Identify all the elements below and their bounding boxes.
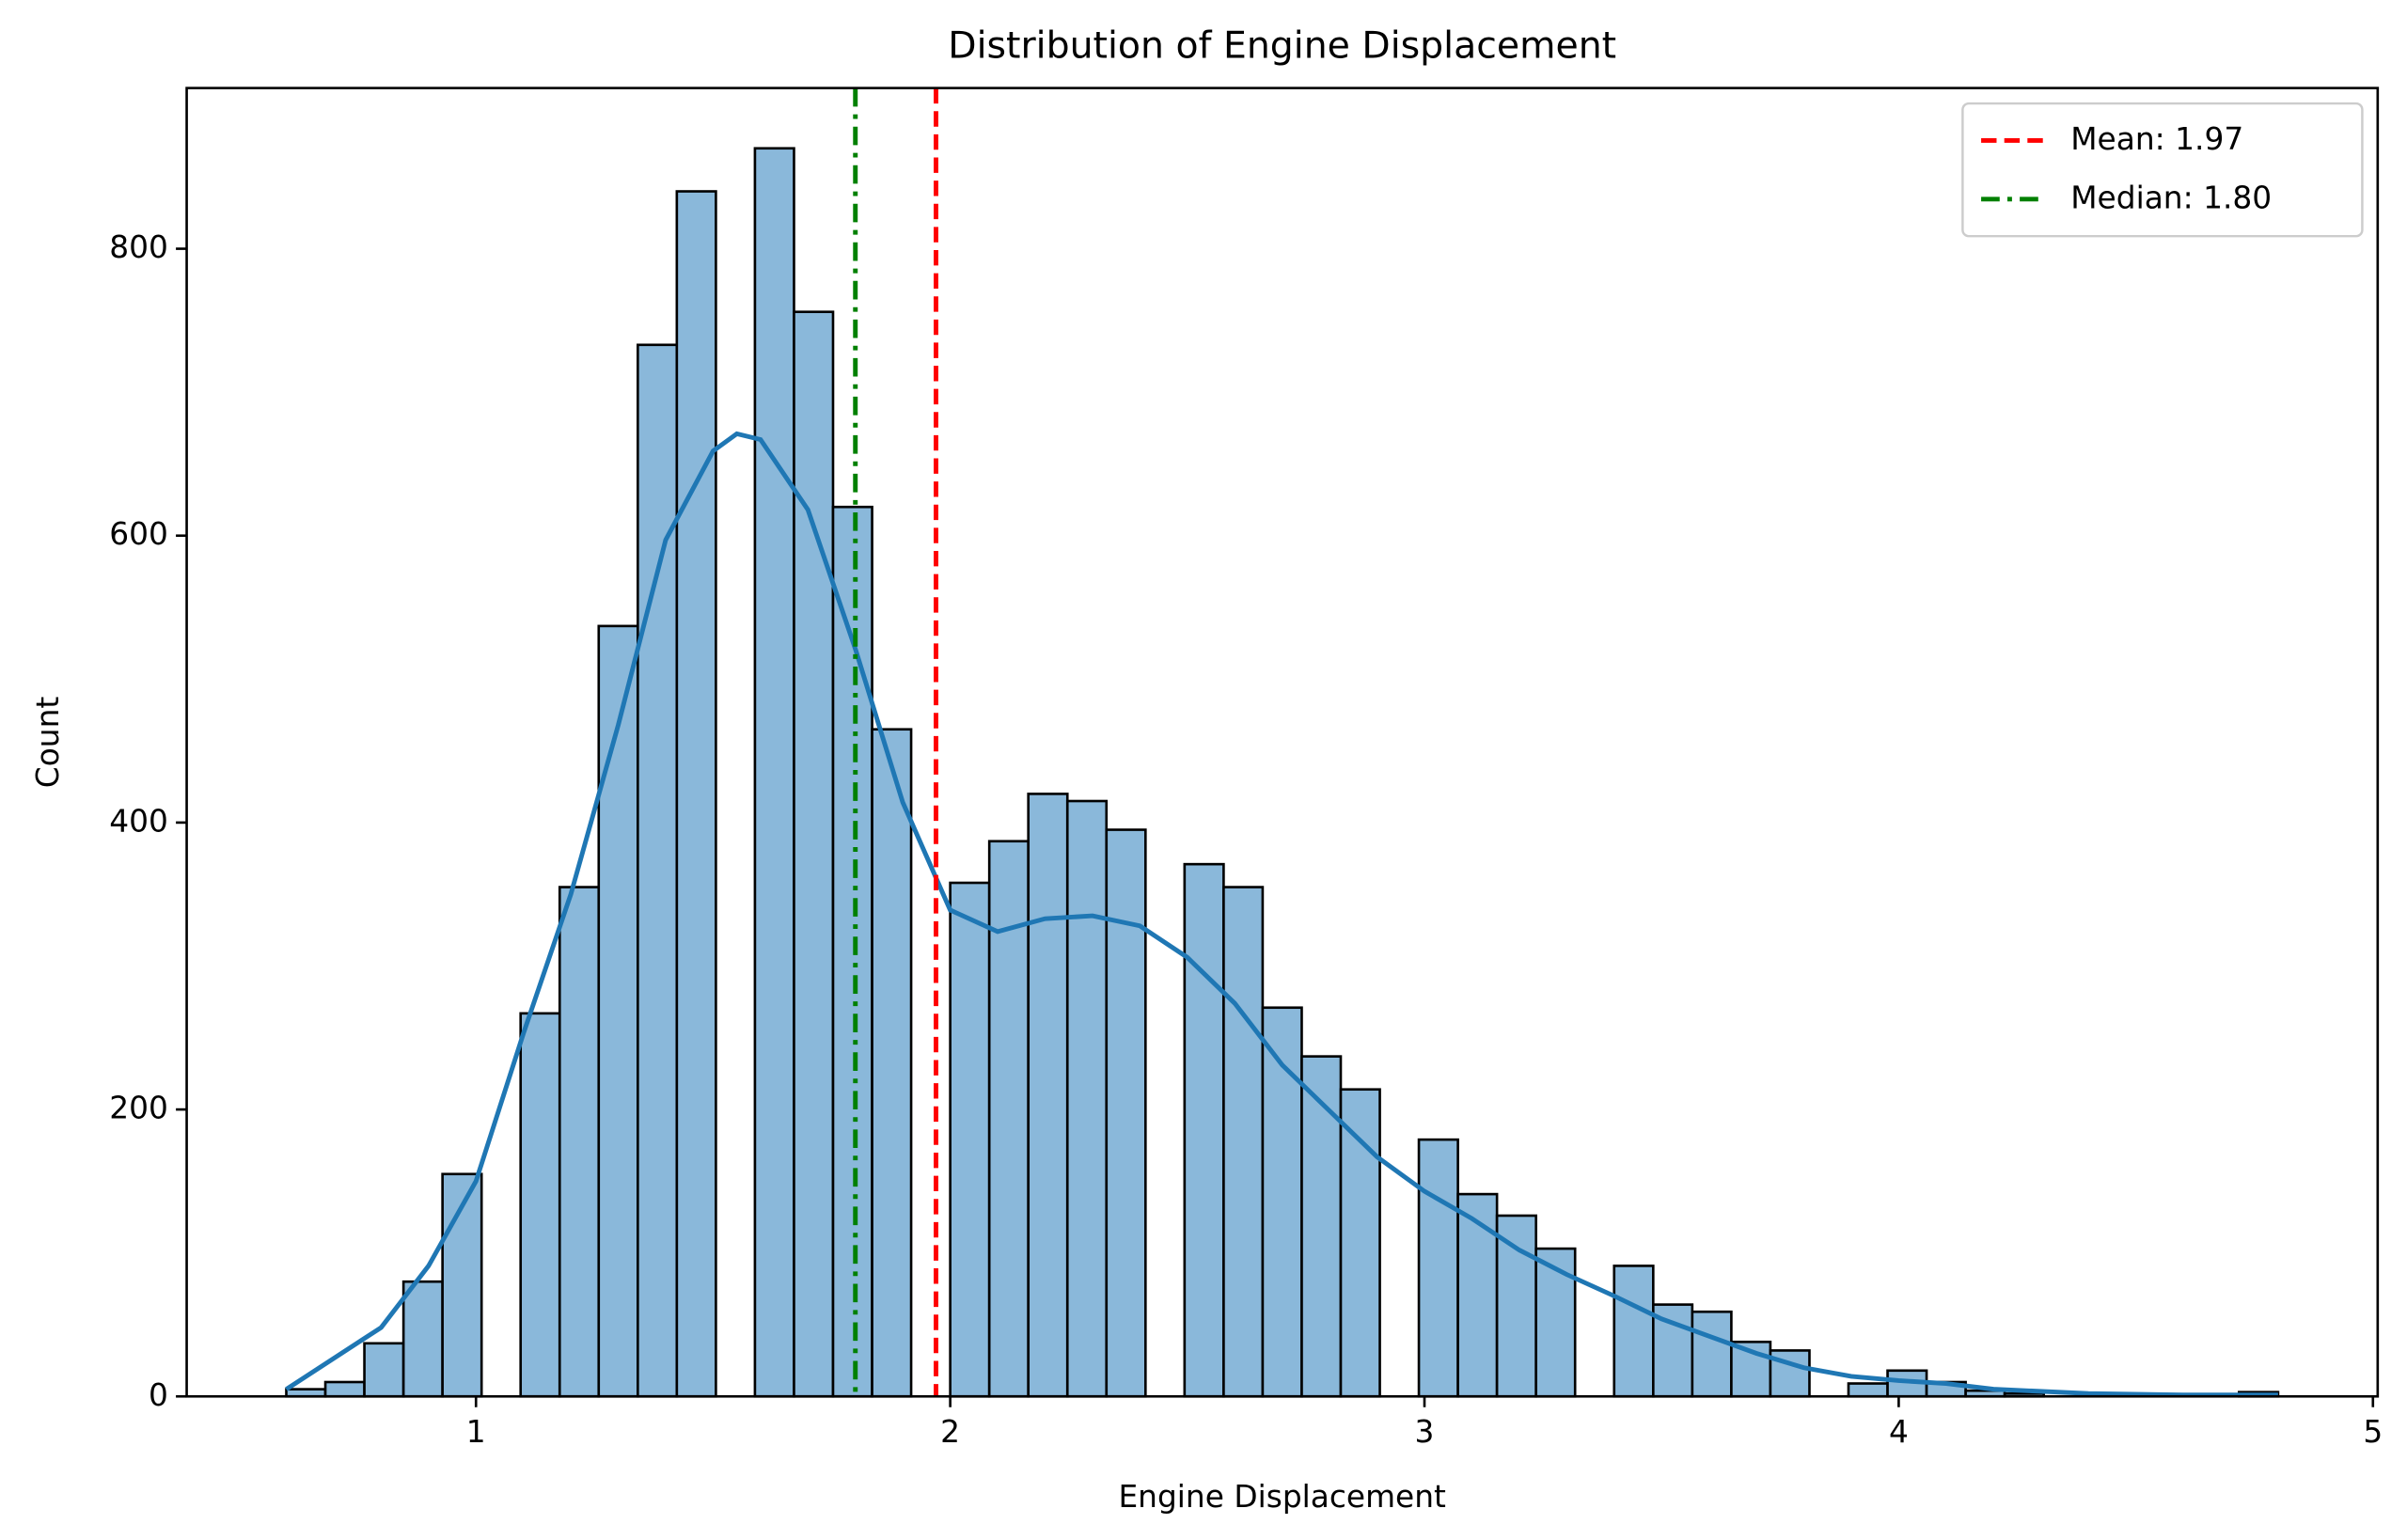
bar [1222,886,1265,1398]
bar [519,1012,561,1398]
x-tick-label: 2 [940,1414,960,1450]
bar [1065,799,1109,1398]
y-axis-label: Count [30,697,66,789]
chart-title: Distribution of Engine Displacement [948,24,1616,68]
bar [1300,1055,1343,1398]
bar [1105,828,1147,1398]
y-tick-label: 400 [109,803,168,839]
bar [597,624,639,1398]
plot-frame [185,86,2380,1398]
bar [323,1380,366,1398]
x-tick-label: 3 [1415,1414,1435,1450]
legend-box [1961,102,2364,238]
kde-line [285,431,2278,1398]
bar [401,1280,444,1398]
bar [675,190,717,1398]
x-tick-label: 5 [2363,1414,2383,1450]
bar [363,1342,405,1398]
bar [1183,862,1225,1398]
legend-label: Mean: 1.97 [2070,121,2243,157]
bar [1886,1369,1928,1398]
bar [1339,1088,1381,1398]
bar [753,147,795,1398]
y-tick-label: 0 [149,1377,168,1413]
bar [1691,1310,1733,1398]
bar [949,881,991,1398]
bar [1027,793,1069,1398]
x-axis-label: Engine Displacement [1118,1479,1446,1515]
y-tick-label: 800 [109,229,168,265]
legend-label: Median: 1.80 [2070,180,2272,215]
bar [558,886,601,1398]
bar [441,1172,483,1398]
bar [1417,1138,1459,1398]
bar [1613,1265,1655,1398]
bar [871,728,913,1398]
x-tick-label: 4 [1889,1414,1909,1450]
y-tick-label: 200 [109,1091,168,1126]
bar [1495,1214,1538,1398]
y-tick-label: 600 [109,516,168,552]
bar [793,310,835,1398]
x-tick-label: 1 [466,1414,486,1450]
bar [637,343,679,1398]
bar [1847,1382,1889,1398]
